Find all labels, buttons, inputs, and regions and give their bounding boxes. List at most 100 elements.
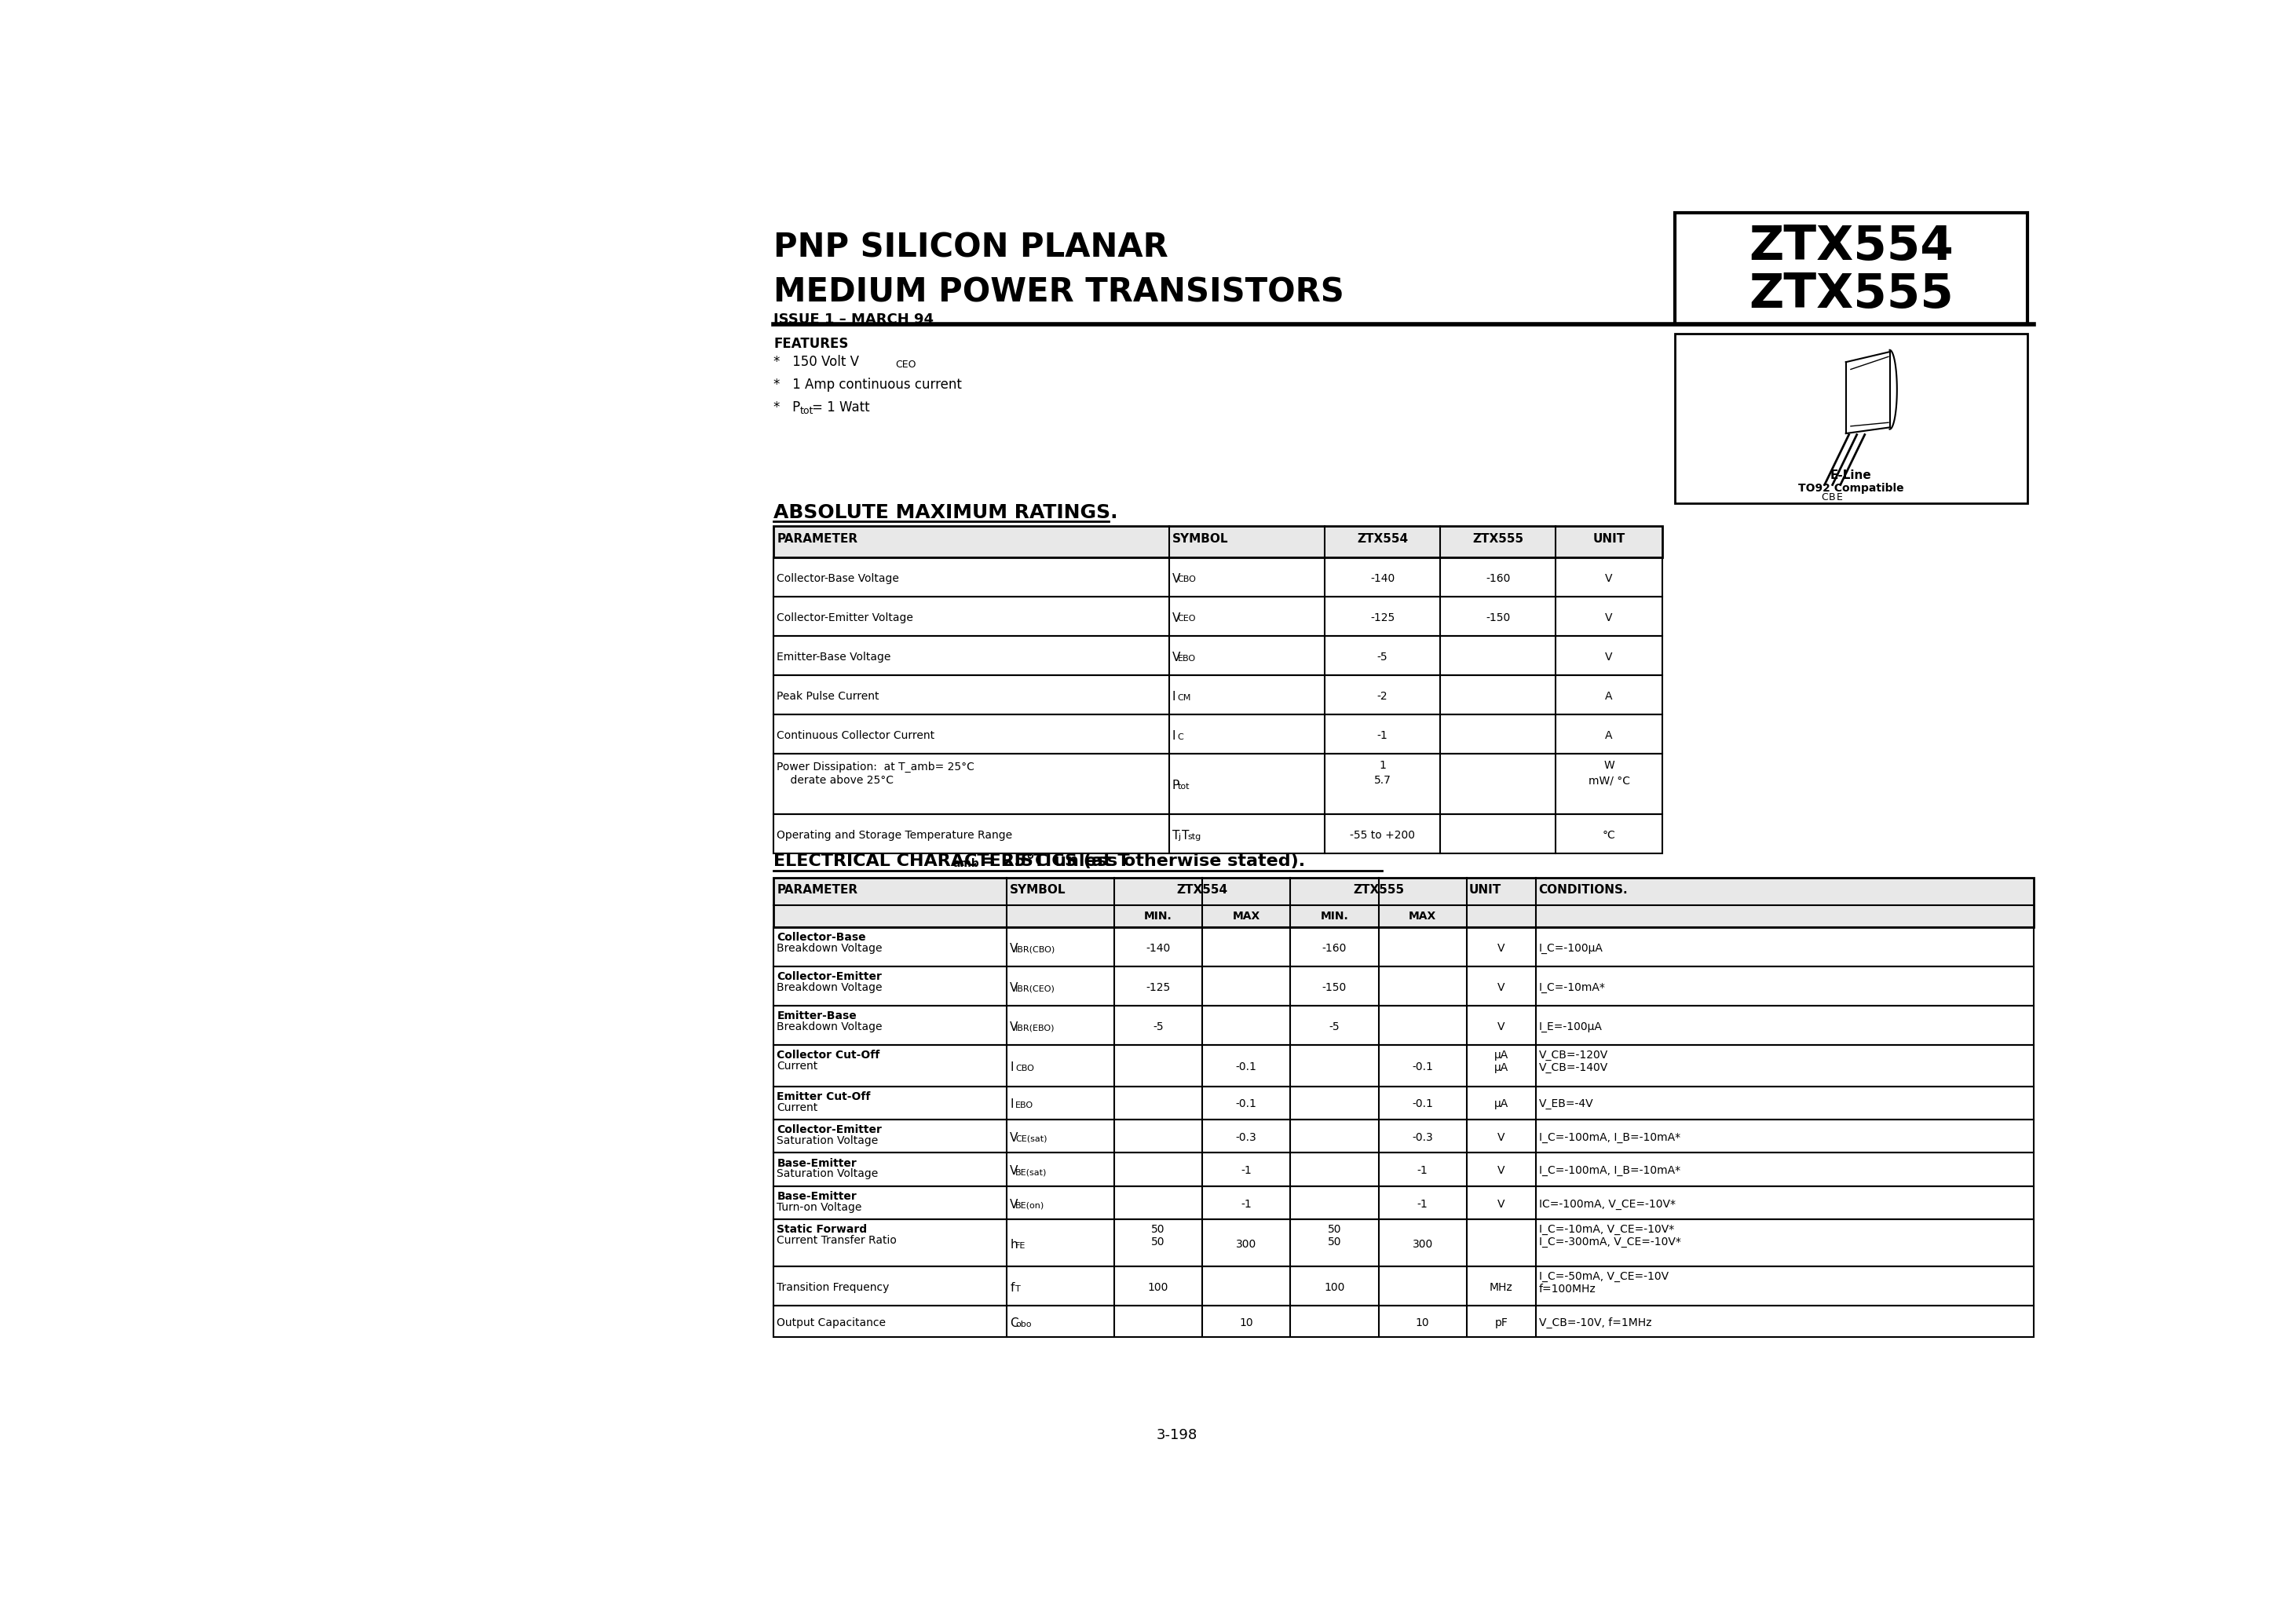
Bar	[774, 597, 1662, 636]
Text: obo: obo	[1015, 1320, 1031, 1328]
Text: I_E=-100μA: I_E=-100μA	[1538, 1022, 1603, 1032]
Bar	[774, 1119, 2034, 1153]
Bar	[774, 675, 1662, 715]
Text: 10: 10	[1417, 1317, 1430, 1328]
Text: CE(sat): CE(sat)	[1015, 1135, 1047, 1144]
Text: E: E	[1837, 491, 1844, 503]
Text: A: A	[1605, 691, 1612, 702]
Text: MIN.: MIN.	[1320, 910, 1348, 921]
Text: Emitter-Base: Emitter-Base	[776, 1011, 856, 1022]
Text: V_CB=-140V: V_CB=-140V	[1538, 1062, 1607, 1074]
Text: tot: tot	[1178, 783, 1189, 790]
Bar	[1674, 212, 2027, 324]
Text: 50: 50	[1150, 1225, 1164, 1234]
Text: derate above 25°C: derate above 25°C	[776, 775, 893, 787]
Text: -1: -1	[1417, 1165, 1428, 1176]
Text: PARAMETER: PARAMETER	[776, 884, 859, 895]
Text: MEDIUM POWER TRANSISTORS: MEDIUM POWER TRANSISTORS	[774, 276, 1345, 310]
Text: PNP SILICON PLANAR: PNP SILICON PLANAR	[774, 230, 1169, 264]
Text: 1: 1	[1380, 759, 1387, 770]
Text: V: V	[1605, 573, 1612, 584]
Text: ZTX555: ZTX555	[1472, 534, 1525, 545]
Text: amb: amb	[953, 858, 980, 869]
Text: V: V	[1605, 611, 1612, 623]
Text: V: V	[1497, 1199, 1506, 1210]
Text: Current Transfer Ratio: Current Transfer Ratio	[776, 1234, 898, 1246]
Text: -55 to +200: -55 to +200	[1350, 830, 1414, 840]
Text: Collector-Emitter Voltage: Collector-Emitter Voltage	[776, 611, 914, 623]
Bar	[774, 526, 1662, 558]
Bar	[774, 1153, 2034, 1186]
Text: T: T	[1173, 830, 1180, 842]
Bar	[774, 1186, 2034, 1220]
Text: -0.3: -0.3	[1235, 1132, 1256, 1144]
Text: V: V	[1497, 981, 1506, 993]
Text: -125: -125	[1371, 611, 1394, 623]
Text: V: V	[1010, 1199, 1017, 1210]
Text: SYMBOL: SYMBOL	[1173, 534, 1228, 545]
Text: Power Dissipation:  at T_amb= 25°C: Power Dissipation: at T_amb= 25°C	[776, 761, 976, 772]
Bar	[774, 754, 1662, 814]
Text: tot: tot	[799, 406, 813, 415]
Text: ZTX554: ZTX554	[1750, 224, 1954, 269]
Bar	[774, 715, 1662, 754]
Text: V_EB=-4V: V_EB=-4V	[1538, 1098, 1593, 1109]
Text: -140: -140	[1146, 942, 1171, 954]
Text: -0.1: -0.1	[1235, 1061, 1256, 1072]
Text: V: V	[1010, 1165, 1017, 1178]
Text: j: j	[1178, 832, 1180, 840]
Text: T: T	[1015, 1285, 1022, 1293]
Text: Continuous Collector Current: Continuous Collector Current	[776, 730, 934, 741]
Text: PARAMETER: PARAMETER	[776, 534, 859, 545]
Text: C: C	[1821, 491, 1828, 503]
Text: 300: 300	[1412, 1239, 1433, 1249]
Text: ISSUE 1 – MARCH 94: ISSUE 1 – MARCH 94	[774, 313, 934, 326]
Text: IBR(CBO): IBR(CBO)	[1015, 946, 1056, 954]
Text: Emitter-Base Voltage: Emitter-Base Voltage	[776, 652, 891, 662]
Text: Operating and Storage Temperature Range: Operating and Storage Temperature Range	[776, 830, 1013, 840]
Text: Output Capacitance: Output Capacitance	[776, 1317, 886, 1328]
Text: -140: -140	[1371, 573, 1394, 584]
Text: E-Line: E-Line	[1830, 470, 1871, 482]
Text: CEO: CEO	[895, 360, 916, 370]
Bar	[774, 928, 2034, 967]
Text: BE(sat): BE(sat)	[1015, 1168, 1047, 1176]
Text: Emitter Cut-Off: Emitter Cut-Off	[776, 1092, 870, 1101]
Bar	[774, 558, 1662, 597]
Text: P: P	[1173, 780, 1180, 792]
Text: ELECTRICAL CHARACTERISTICS (at T: ELECTRICAL CHARACTERISTICS (at T	[774, 853, 1130, 869]
Text: CEO: CEO	[1178, 615, 1196, 623]
Text: FEATURES: FEATURES	[774, 337, 850, 350]
Text: -1: -1	[1240, 1165, 1251, 1176]
Text: μA: μA	[1495, 1062, 1508, 1074]
Bar	[774, 878, 2034, 928]
Text: ZTX555: ZTX555	[1750, 272, 1954, 318]
Text: ZTX554: ZTX554	[1176, 884, 1228, 895]
Text: EBO: EBO	[1015, 1101, 1033, 1109]
Bar	[774, 1220, 2034, 1267]
Text: I_C=-50mA, V_CE=-10V: I_C=-50mA, V_CE=-10V	[1538, 1272, 1669, 1283]
Text: IBR(CEO): IBR(CEO)	[1015, 985, 1056, 993]
Text: V_CB=-10V, f=1MHz: V_CB=-10V, f=1MHz	[1538, 1317, 1651, 1328]
Text: I_C=-10mA, V_CE=-10V*: I_C=-10mA, V_CE=-10V*	[1538, 1225, 1674, 1234]
Text: V: V	[1010, 1022, 1017, 1033]
Text: V: V	[1497, 1165, 1506, 1176]
Text: stg: stg	[1187, 832, 1201, 840]
Text: -5: -5	[1153, 1022, 1164, 1032]
Text: Collector Cut-Off: Collector Cut-Off	[776, 1049, 879, 1061]
Text: IBR(EBO): IBR(EBO)	[1015, 1025, 1056, 1032]
Text: MIN.: MIN.	[1143, 910, 1171, 921]
Text: SYMBOL: SYMBOL	[1010, 884, 1065, 895]
Bar	[774, 1006, 2034, 1045]
Bar	[774, 1267, 2034, 1306]
Text: CONDITIONS.: CONDITIONS.	[1538, 884, 1628, 895]
Text: -1: -1	[1378, 730, 1387, 741]
Text: -0.1: -0.1	[1412, 1061, 1433, 1072]
Text: I: I	[1010, 1098, 1013, 1111]
Text: V_CB=-120V: V_CB=-120V	[1538, 1049, 1607, 1061]
Text: 50: 50	[1327, 1236, 1341, 1247]
Text: = 25°C unless otherwise stated).: = 25°C unless otherwise stated).	[976, 853, 1304, 869]
Text: Saturation Voltage: Saturation Voltage	[776, 1168, 879, 1179]
Text: -150: -150	[1486, 611, 1511, 623]
Text: mW/ °C: mW/ °C	[1589, 775, 1630, 787]
